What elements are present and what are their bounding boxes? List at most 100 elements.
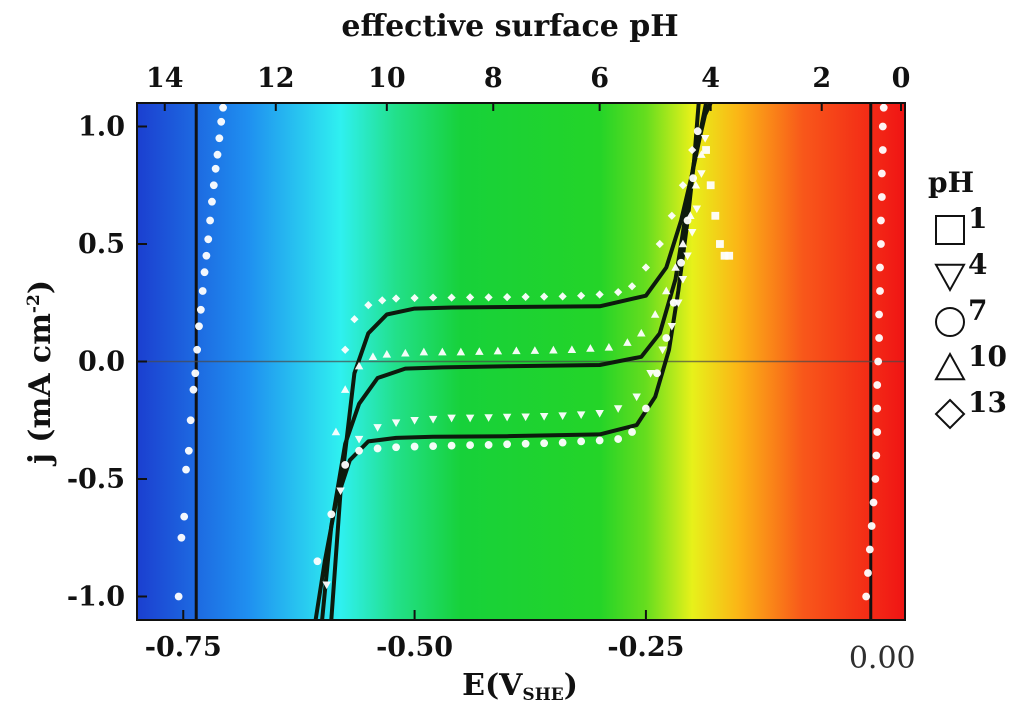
data-point	[177, 533, 186, 542]
data-point	[530, 346, 540, 354]
fit-line	[329, 102, 713, 621]
data-point	[447, 414, 456, 423]
top-tick-label: 14	[146, 63, 184, 94]
data-point	[391, 294, 401, 303]
data-point	[876, 287, 884, 295]
data-point	[558, 412, 567, 420]
data-point	[350, 315, 359, 324]
data-point	[341, 461, 350, 469]
data-point	[355, 446, 363, 455]
data-point	[186, 416, 195, 425]
data-point	[378, 296, 387, 305]
data-point	[677, 258, 685, 267]
data-point	[871, 475, 880, 483]
data-point	[354, 435, 364, 444]
data-point	[558, 438, 567, 447]
data-point	[877, 169, 886, 178]
data-point	[217, 117, 226, 126]
data-point	[484, 441, 493, 449]
data-point	[391, 419, 401, 428]
data-point	[875, 334, 883, 342]
data-point	[586, 344, 595, 352]
data-point	[878, 146, 887, 154]
data-point	[692, 205, 702, 214]
data-point	[206, 216, 214, 225]
data-point	[678, 239, 688, 248]
data-point	[313, 557, 322, 566]
data-point	[653, 369, 661, 378]
data-point	[725, 251, 734, 260]
top-tick-label: 8	[484, 63, 503, 94]
x-tick-label: -0.50	[376, 632, 453, 663]
data-point	[549, 345, 558, 354]
fit-lines	[313, 102, 713, 621]
data-point	[502, 413, 512, 422]
data-point	[373, 424, 382, 432]
data-point	[662, 334, 671, 342]
data-point	[512, 346, 521, 355]
data-point	[876, 263, 884, 272]
data-point	[862, 592, 871, 601]
data-point	[336, 487, 345, 496]
data-point	[401, 348, 410, 357]
data-point	[577, 291, 586, 300]
legend-marker-circle	[935, 307, 965, 337]
x-tick-label: -0.75	[145, 632, 222, 663]
data-point	[678, 276, 688, 284]
data-point	[595, 409, 604, 418]
data-point	[877, 240, 885, 248]
data-point	[466, 293, 475, 302]
data-point	[521, 413, 530, 422]
data-point	[200, 268, 209, 277]
legend-marker-square	[935, 215, 965, 245]
data-point	[180, 512, 189, 521]
data-point	[697, 170, 706, 178]
data-point	[373, 444, 382, 453]
data-point	[702, 146, 710, 154]
top-tick-label: 4	[701, 63, 720, 94]
data-point	[646, 370, 655, 378]
data-point	[650, 310, 660, 318]
data-point	[576, 411, 586, 420]
data-point	[867, 522, 876, 530]
y-axis-ticks: 1.0 0.5 0.0 -0.5 -1.0	[67, 112, 147, 613]
data-point	[465, 414, 475, 423]
x-axis-title-sub: SHE	[522, 685, 563, 705]
data-point	[637, 328, 646, 337]
data-point	[613, 405, 623, 413]
legend-label: 4	[968, 248, 987, 281]
data-point	[686, 211, 695, 220]
data-point	[623, 338, 632, 346]
data-point	[595, 436, 604, 445]
data-point	[340, 385, 350, 393]
top-tick-label: 10	[368, 63, 406, 94]
data-point	[667, 211, 676, 220]
top-tick-label: 0	[892, 63, 911, 94]
y-tick-label: -1.0	[67, 582, 125, 613]
data-point	[641, 263, 651, 272]
data-point	[211, 164, 220, 173]
x-axis-ticks: -0.75 -0.50 -0.25	[145, 610, 684, 663]
legend-marker-diamond	[934, 398, 966, 430]
top-tick-label: 6	[590, 63, 609, 94]
data-point	[693, 127, 702, 136]
data-point	[475, 347, 484, 355]
x-extra-tick-label: 0.00	[849, 641, 916, 676]
data-point	[689, 174, 698, 183]
data-point	[627, 282, 637, 291]
data-point	[191, 369, 200, 378]
data-point	[716, 240, 724, 248]
legend-label: 7	[968, 294, 987, 327]
data-point	[697, 150, 706, 158]
data-point	[392, 443, 400, 452]
data-point	[466, 441, 475, 450]
data-point	[877, 216, 885, 225]
data-point	[215, 134, 224, 143]
data-point	[354, 361, 364, 370]
data-point	[410, 442, 419, 451]
top-axis-ticks: 14 12 10 8 6 4 2 0	[146, 63, 910, 111]
data-point	[595, 290, 604, 299]
data-point	[875, 310, 883, 319]
data-point	[447, 441, 456, 450]
